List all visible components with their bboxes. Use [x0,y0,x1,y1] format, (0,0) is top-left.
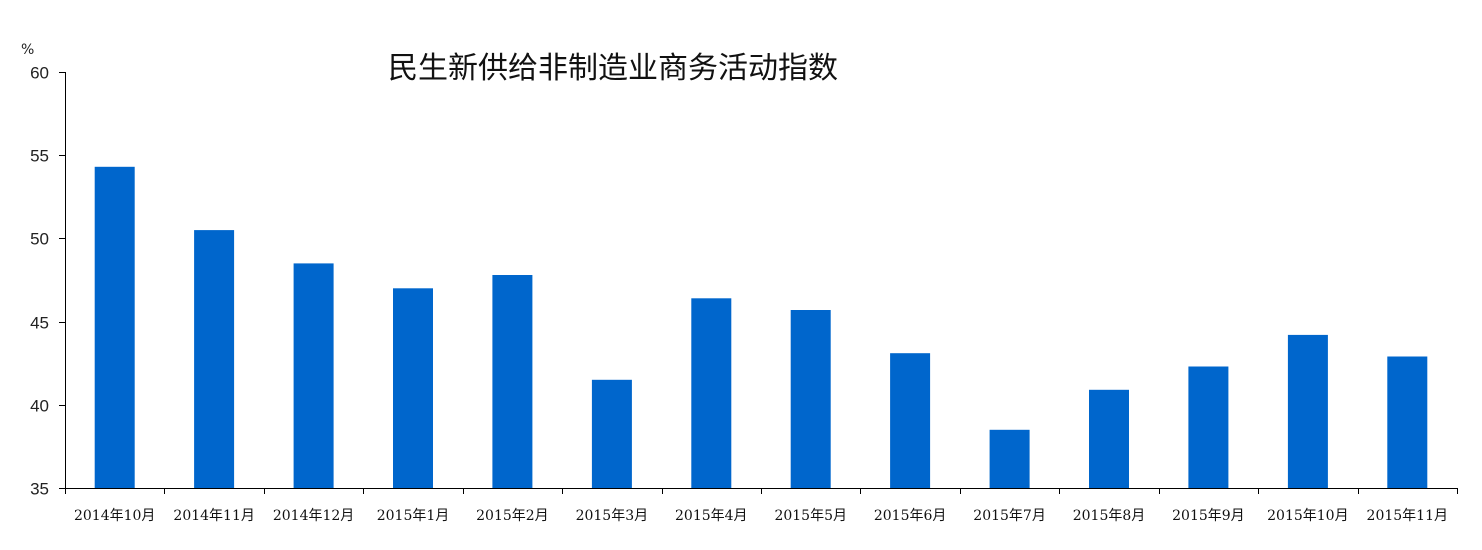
bar [293,263,334,488]
bar [691,298,732,488]
bar [393,288,433,488]
bar-series [94,166,1428,489]
x-tick-label: 2015年9月 [1172,508,1245,524]
bar [790,310,831,488]
x-tick-label: 2015年8月 [1073,508,1146,524]
x-axis: 2014年10月 2014年11月 2014年12月 2015年1月 2015年2月 20… [65,488,1458,524]
x-tick-label: 2015年6月 [874,508,947,524]
bar [1188,366,1229,488]
x-tick-label: 2015年7月 [973,508,1046,524]
y-axis-unit-label: % [21,42,34,58]
y-axis: 35 40 45 50 55 60 [30,64,66,499]
y-tick-label: 60 [30,64,49,83]
x-tick-label: 2015年2月 [476,508,549,524]
y-tick-label: 35 [30,480,49,499]
bar [1387,356,1428,488]
y-tick-label: 40 [30,397,49,416]
x-tick-label: 2015年11月 [1367,508,1448,524]
x-tick-label: 2015年1月 [377,508,450,524]
x-tick-label: 2014年12月 [273,508,354,524]
x-tick-label: 2015年5月 [774,508,847,524]
bar [989,429,1030,488]
bar [94,166,135,489]
x-tick-label: 2015年10月 [1267,508,1348,524]
y-tick-label: 45 [30,314,49,333]
chart-title: 民生新供给非制造业商务活动指数 [388,51,838,86]
x-tick-label: 2014年10月 [74,508,155,524]
x-tick-label: 2015年3月 [576,508,649,524]
bar [1089,389,1129,488]
bar [890,353,931,488]
bar [1287,334,1328,488]
bar [492,275,533,488]
y-tick-label: 50 [30,230,49,249]
x-tick-label: 2014年11月 [173,508,254,524]
x-tick-label: 2015年4月 [675,508,748,524]
y-tick-label: 55 [30,147,49,166]
bar [591,379,632,488]
bar [194,230,235,488]
